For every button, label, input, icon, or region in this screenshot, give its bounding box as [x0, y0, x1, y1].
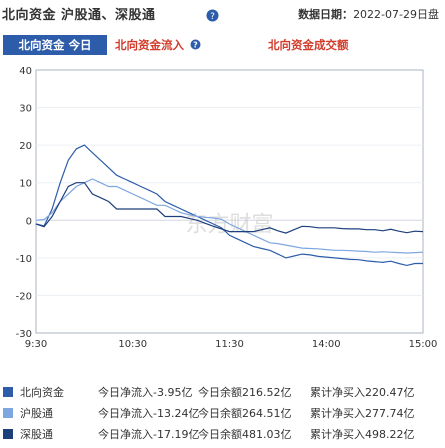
legend-net-inflow: 今日净流入-17.19亿 [98, 428, 200, 441]
legend-row-sh: 沪股通 今日净流入-13.24亿 今日余额264.51亿 累计净买入277.74… [3, 403, 443, 424]
tab-inflow[interactable]: 北向资金流入 ? [115, 35, 201, 55]
date-label: 数据日期： [298, 8, 354, 21]
svg-text:?: ? [193, 41, 198, 50]
header-bar: 北向资金 沪股通、深股通 ? 数据日期：2022-07-29日盘 [0, 0, 445, 30]
y-tick-label: 40 [19, 66, 32, 77]
flow-chart-svg: 40 30 20 10 0 -10 -20 -309:30 10:30 11:30 14:00 15:… [16, 66, 438, 350]
flow-chart: 40 30 20 10 0 -10 -20 -30 9:30 10:30 11:30 14:00 15:… [0, 62, 445, 384]
legend-swatch [3, 429, 13, 439]
x-tick-label: 9:30 [25, 339, 47, 350]
y-tick-label: 0 [26, 216, 32, 227]
series-line-sz [35, 182, 424, 234]
legend-cumulative: 累计净买入277.74亿 [310, 407, 415, 420]
legend-swatch [3, 408, 13, 418]
svg-text:?: ? [210, 12, 215, 22]
x-tick-label: 10:30 [118, 339, 147, 350]
tab-today-label: 北向资金 今日 [18, 38, 92, 52]
legend-swatch [3, 387, 13, 397]
series-line-sh [35, 178, 424, 254]
legend-net-inflow: 今日净流入-3.95亿 [98, 386, 193, 399]
legend-remaining: 今日余额481.03亿 [198, 428, 292, 441]
tab-bar: 北向资金 今日 北向资金流入 ? 北向资金成交额 [3, 35, 443, 55]
legend-row-sz: 深股通 今日净流入-17.19亿 今日余额481.03亿 累计净买入498.22… [3, 424, 443, 445]
legend-cumulative: 累计净买入220.47亿 [310, 386, 415, 399]
y-tick-label: -20 [16, 291, 32, 302]
legend-net-inflow: 今日净流入-13.24亿 [98, 407, 200, 420]
legend-series-name: 北向资金 [20, 386, 64, 399]
tab-today[interactable]: 北向资金 今日 [3, 35, 107, 55]
legend-cumulative: 累计净买入498.22亿 [310, 428, 415, 441]
legend-remaining: 今日余额216.52亿 [198, 386, 292, 399]
legend-remaining: 今日余额264.51亿 [198, 407, 292, 420]
info-icon[interactable]: ? [190, 36, 201, 50]
page-title: 北向资金 沪股通、深股通 [2, 8, 156, 23]
legend-series-name: 沪股通 [20, 407, 53, 420]
series-line-north [35, 144, 423, 267]
date-value: 2022-07-29 [353, 8, 417, 21]
data-date: 数据日期：2022-07-29日盘 [298, 6, 439, 22]
tab-turnover-label: 北向资金成交额 [268, 38, 349, 52]
info-icon[interactable]: ? [206, 7, 219, 22]
tab-inflow-label: 北向资金流入 [115, 38, 184, 52]
x-tick-label: 11:30 [215, 339, 244, 350]
y-tick-label: 20 [19, 141, 32, 152]
legend-row-north: 北向资金 今日净流入-3.95亿 今日余额216.52亿 累计净买入220.47… [3, 382, 443, 403]
y-tick-label: -30 [16, 329, 32, 340]
x-tick-label: 14:00 [312, 339, 341, 350]
y-tick-label: -10 [16, 254, 32, 265]
y-tick-label: 10 [19, 179, 32, 190]
x-tick-label: 15:00 [409, 339, 438, 350]
tab-turnover[interactable]: 北向资金成交额 [268, 35, 349, 55]
legend-series-name: 深股通 [20, 428, 53, 441]
legend: 北向资金 今日净流入-3.95亿 今日余额216.52亿 累计净买入220.47… [3, 382, 443, 445]
plot-frame [35, 69, 424, 334]
y-tick-label: 30 [19, 104, 32, 115]
date-suffix: 日盘 [417, 8, 439, 21]
